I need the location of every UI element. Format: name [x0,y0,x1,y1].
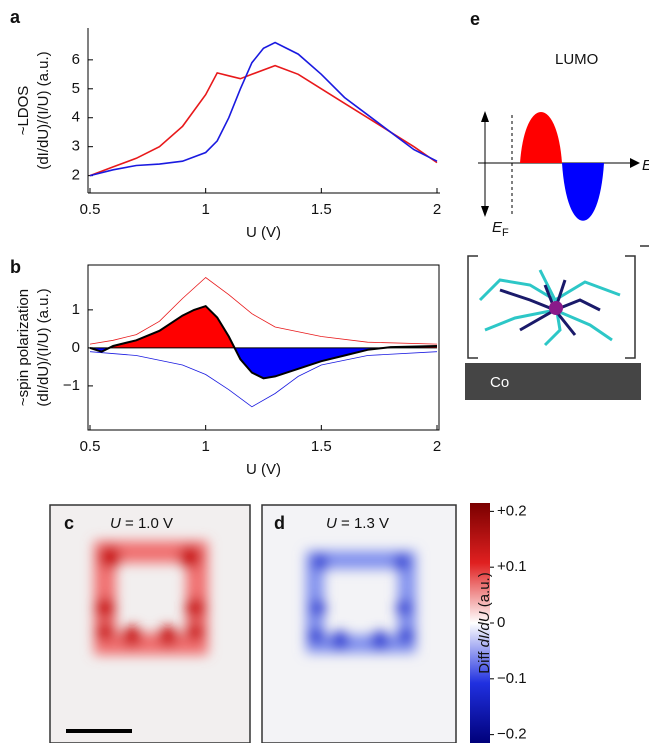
lumo-diagram: e LUMO E EF Co [465,9,649,400]
y-tick-label: 3 [72,138,80,155]
colorbar-tick-label: 0 [497,614,505,631]
figure: c U = 1.0 V d U = 1.3 V e LUMO E EF [0,0,649,743]
panel-letter: b [10,257,21,277]
substrate-label: Co [490,374,509,391]
image-c: c U = 1.0 V [50,505,250,743]
diagram-title: LUMO [555,51,598,68]
x-tick-label: 2 [433,438,441,455]
colorbar-tick-label: +0.1 [497,558,527,575]
energy-label: E [642,157,649,174]
x-tick-label: 1.5 [311,438,332,455]
x-tick-label: 1 [201,438,209,455]
panel-letter: d [274,513,285,533]
x-axis-label: U (V) [246,461,281,478]
y-tick-label: 6 [72,51,80,68]
panel-letter: e [470,9,480,29]
colorbar-tick-label: −0.1 [497,670,527,687]
x-tick-label: 2 [433,201,441,218]
series-line [90,278,437,345]
panel-letter: a [10,7,21,27]
y-tick-label: −1 [63,377,80,394]
y-axis-label: (dI/dU)/(I/U) (a.u.) [35,288,52,406]
x-tick-label: 0.5 [80,438,101,455]
x-tick-label: 1 [201,201,209,218]
fermi-label: EF [492,219,509,239]
y-axis-label: ~spin polarization [15,289,32,406]
x-tick-label: 1.5 [311,201,332,218]
y-tick-label: 2 [72,167,80,184]
panel-letter: c [64,513,74,533]
y-tick-label: 4 [72,109,80,126]
y-axis-label: ~LDOS [15,86,32,136]
x-axis-label: U (V) [246,224,281,241]
y-tick-label: 0 [72,339,80,356]
image-caption: U = 1.3 V [326,515,389,532]
y-axis-label: (dI/dU)/(I/U) (a.u.) [35,51,52,169]
y-tick-label: 5 [72,80,80,97]
colorbar-tick-label: +0.2 [497,502,527,519]
image-caption: U = 1.0 V [110,515,173,532]
x-tick-label: 0.5 [80,201,101,218]
series-line [90,66,437,176]
y-tick-label: 1 [72,301,80,318]
image-d: d U = 1.3 V [262,505,456,743]
colorbar-tick-label: −0.2 [497,726,527,743]
